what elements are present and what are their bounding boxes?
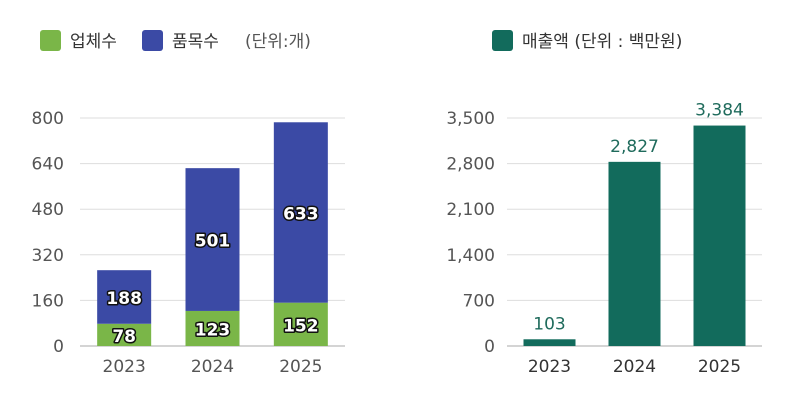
left-legend: 업체수 품목수 (단위:개) [40, 30, 311, 52]
left-unit-label: (단위:개) [245, 32, 311, 52]
right-legend: 매출액 (단위 : 백만원) [492, 30, 682, 52]
bar-sales-2025 [693, 125, 746, 346]
legend-label-products: 품목수 [172, 32, 219, 52]
bar-value-label: 2,827 [610, 137, 659, 157]
x-category-label: 2025 [698, 357, 741, 377]
bar-value-label: 633 [283, 204, 319, 224]
bar-companies-2025 [273, 302, 328, 346]
y-tick-label: 0 [53, 337, 64, 357]
bar-value-label: 188 [106, 289, 142, 309]
bar-sales-2023 [523, 339, 576, 346]
legend-label-sales: 매출액 (단위 : 백만원) [522, 32, 682, 52]
y-tick-label: 160 [32, 291, 64, 311]
x-category-label: 2025 [279, 357, 322, 377]
y-tick-label: 0 [484, 337, 495, 357]
bar-companies-2024 [185, 310, 240, 346]
legend-swatch-sales [492, 30, 513, 51]
x-category-label: 2023 [103, 357, 146, 377]
y-tick-label: 480 [32, 200, 64, 220]
y-tick-label: 3,500 [446, 109, 495, 129]
bar-products-2024 [185, 168, 240, 311]
x-category-label: 2023 [528, 357, 571, 377]
y-tick-label: 320 [32, 246, 64, 266]
bar-companies-2023 [97, 323, 152, 346]
y-tick-label: 640 [32, 155, 64, 175]
y-tick-label: 700 [463, 291, 495, 311]
bar-sales-2024 [608, 161, 661, 346]
bar-value-label: 103 [533, 314, 565, 334]
bar-value-label: 3,384 [695, 101, 744, 121]
x-category-label: 2024 [613, 357, 656, 377]
legend-label-companies: 업체수 [70, 32, 117, 52]
bar-products-2023 [97, 270, 152, 324]
legend-swatch-products [142, 30, 163, 51]
right-chart-plot: 0 700 1,400 2,100 2,800 3,500 103 2023 2,827 2024… [446, 101, 762, 377]
y-tick-label: 800 [32, 109, 64, 129]
bar-value-label: 123 [195, 320, 231, 340]
bar-value-label: 78 [112, 327, 136, 347]
bar-value-label: 152 [283, 316, 319, 336]
bar-products-2025 [273, 122, 328, 303]
y-tick-label: 1,400 [446, 246, 495, 266]
y-tick-label: 2,100 [446, 200, 495, 220]
bar-value-label: 501 [195, 232, 231, 252]
y-tick-label: 2,800 [446, 155, 495, 175]
legend-swatch-companies [40, 30, 61, 51]
left-chart-plot: 0 160 320 480 640 800 78 188 2023 123 501 2024 152 63… [32, 109, 345, 377]
x-category-label: 2024 [191, 357, 234, 377]
